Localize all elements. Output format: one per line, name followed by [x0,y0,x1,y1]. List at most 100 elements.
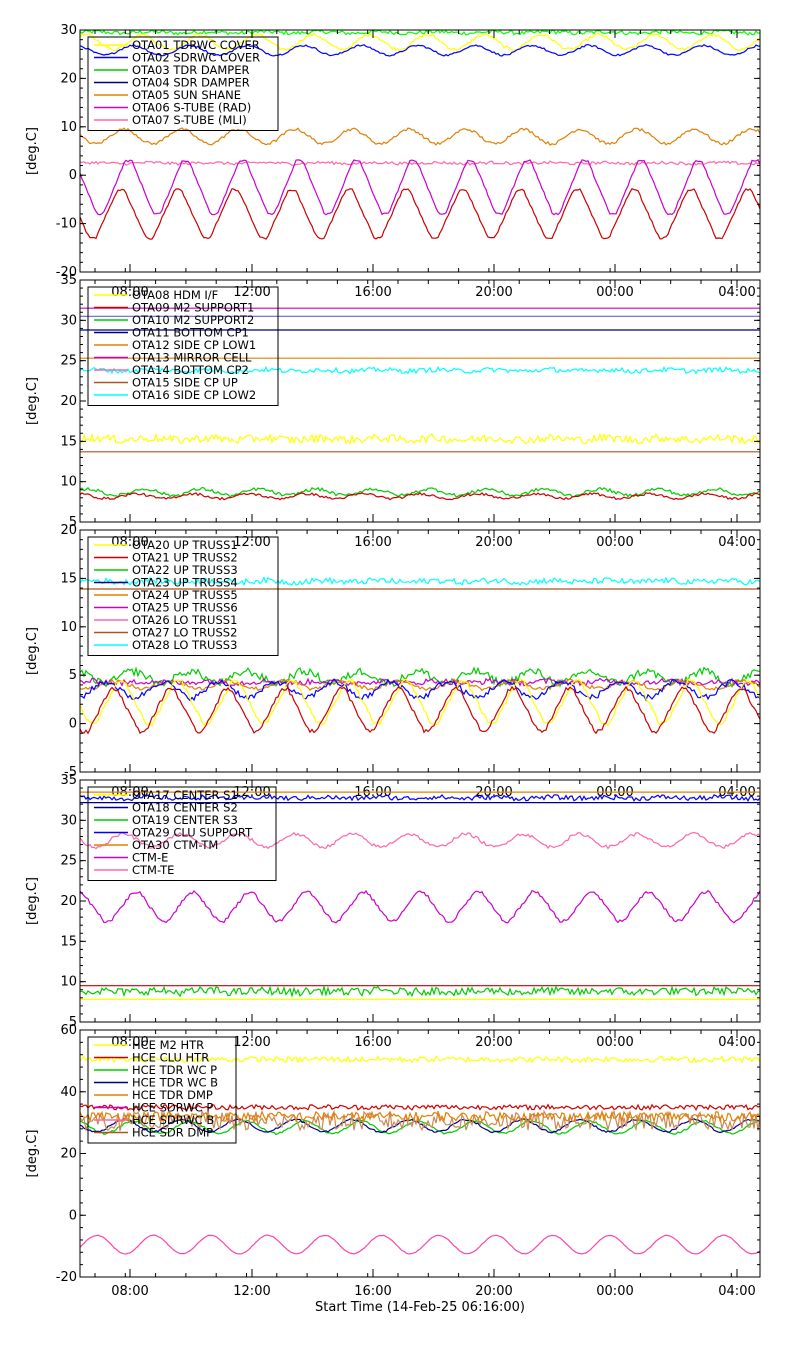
panel-3-y-tick-label: 0 [69,717,77,732]
x-axis-title: Start Time (14-Feb-25 06:16:00) [315,1300,525,1315]
legend-entry: OTA18 CENTER S2 [132,801,238,815]
panel-3-series-line-4 [80,677,760,687]
legend-entry: OTA06 S-TUBE (RAD) [132,101,251,115]
panel-1-series-line-3 [80,43,760,57]
legend-entry: OTA16 SIDE CP LOW2 [132,388,256,402]
panel-3-series-line-1 [80,576,760,587]
panel-5-x-tick-label: 12:00 [233,1284,270,1299]
panel-1-frame [79,29,761,273]
panel-1-series-line-4 [80,127,760,146]
panel-4-y-axis-label: [deg.C] [25,877,40,925]
panel-4-x-tick-label: 12:00 [233,1035,270,1050]
panel-1-x-tick-label: 08:00 [111,285,148,300]
legend-entry: OTA25 UP TRUSS6 [132,601,238,615]
panel-2-x-tick-label: 12:00 [233,535,270,550]
panel-2-series-line-9 [80,491,760,501]
panel-2-x-tick-label: 16:00 [354,535,391,550]
panel-1-y-tick-label: 0 [69,168,77,183]
legend-box [87,536,279,656]
panel-3-y-tick-label: 15 [60,571,77,586]
panel-4-x-tick-label: 04:00 [718,1035,755,1050]
panel-4-series-line-4 [80,831,760,850]
panel-4-x-tick-label: 20:00 [475,1035,512,1050]
legend-entry: OTA29 CLU SUPPORT [132,826,253,840]
panel-2-y-tick-label: 30 [60,313,77,328]
panel-3-series-line-7 [80,678,760,727]
legend-entry: OTA22 UP TRUSS3 [132,563,238,577]
legend-entry: OTA02 SDRWC COVER [132,51,260,65]
legend-entry: OTA11 BOTTOM CP1 [132,326,249,340]
legend-entry: OTA23 UP TRUSS4 [132,576,238,590]
panel-2-y-tick-label: 15 [60,434,77,449]
legend-entry: OTA28 LO TRUSS3 [132,638,237,652]
panel-3-y-tick-label: 20 [60,523,77,538]
panel-1-y-tick-label: -20 [56,265,77,280]
panel-4-y-tick-label: 25 [60,854,77,869]
legend-entry: HCE SDRWC P [132,1101,213,1115]
panel-2-series-line-5 [80,365,760,375]
panel-1-x-tick-label: 00:00 [596,285,633,300]
panel-3: -5 0 5 10 15 20 08:00 12:00 16:00 20:00 00:00 04:00… [25,523,761,800]
panel-3-y-tick-label: -5 [64,765,77,780]
panel-3-y-tick-label: 10 [60,620,77,635]
legend-entry: OTA03 TDR DAMPER [132,63,250,77]
legend-entry: OTA21 UP TRUSS2 [132,551,238,565]
panel-3-y-tick-label: 5 [69,668,77,683]
legend-entry: HCE CLU HTR [132,1051,209,1065]
panel-4-x-tick-label: 00:00 [596,1035,633,1050]
legend-entry: OTA04 SDR DAMPER [132,76,250,90]
panel-3-y-axis-label: [deg.C] [25,627,40,675]
panel-5-y-axis-label: [deg.C] [25,1130,40,1178]
panel-5-x-tick-label: 16:00 [354,1284,391,1299]
panel-1-series-line-5 [80,160,760,167]
legend-entry: OTA17 CENTER S1 [132,788,238,802]
panel-2-y-axis-label: [deg.C] [25,377,40,425]
legend-entry: OTA14 BOTTOM CP2 [132,363,249,377]
panel-4-y-tick-label: 10 [60,975,77,990]
panel-2-series-line-6 [80,432,760,446]
panel-3-series-line-8 [80,685,760,735]
legend-box [87,786,277,881]
legend-box [87,36,279,131]
panel-3-series-line-3 [80,666,760,688]
panel-1-x-tick-label: 16:00 [354,285,391,300]
legend-entry: HCE SDR DMP [132,1126,213,1140]
legend-entry: HCE TDR DMP [132,1088,213,1102]
legend-entry: OTA26 LO TRUSS1 [132,613,237,627]
panel-1-x-tick-label: 04:00 [718,285,755,300]
panel-5-y-tick-label: 60 [60,1023,77,1038]
legend-entry: OTA12 SIDE CP LOW1 [132,338,256,352]
panel-2-y-tick-label: 5 [69,515,77,530]
panel-5-x-tick-label: 00:00 [596,1284,633,1299]
panel-3-frame [79,529,761,773]
panel-2-y-tick-label: 20 [60,394,77,409]
panel-1-y-tick-label: 30 [60,23,77,38]
panel-3-series-line-6 [80,678,760,702]
panel-5-series-line-1 [80,1055,760,1064]
panel-4-y-tick-label: 20 [60,894,77,909]
legend-entry: OTA15 SIDE CP UP [132,376,238,390]
panel-4-x-tick-label: 08:00 [111,1035,148,1050]
panel-4-series [80,791,760,1001]
legend-entry: OTA20 UP TRUSS1 [132,538,238,552]
panel-5-series-line-7 [80,1234,760,1255]
panel-5-x-tick-label: 04:00 [718,1284,755,1299]
panel-1-series-line-6 [80,158,760,216]
legend-entry: CTM-TE [132,863,174,877]
panel-2-y-tick-label: 35 [60,273,77,288]
panel-5-series-line-2 [80,1103,760,1112]
legend-entry: OTA08 HDM I/F [132,288,218,302]
panel-2-x-tick-label: 20:00 [475,535,512,550]
legend-box [87,286,279,406]
panel-2-x-tick-label: 08:00 [111,535,148,550]
panel-4-y-tick-label: 30 [60,813,77,828]
panel-1-series-line-1 [80,30,760,36]
legend-entry: OTA24 UP TRUSS5 [132,588,238,602]
